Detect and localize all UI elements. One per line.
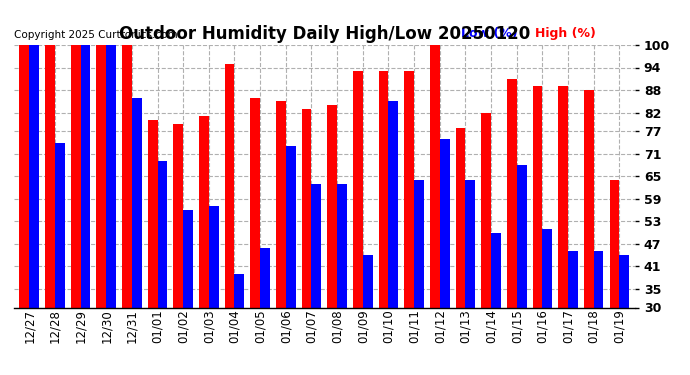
Bar	[363, 255, 373, 308]
Bar	[19, 45, 29, 308]
Bar	[209, 206, 219, 308]
Bar	[250, 98, 260, 308]
Bar	[183, 210, 193, 308]
Title: Outdoor Humidity Daily High/Low 20250120: Outdoor Humidity Daily High/Low 20250120	[119, 26, 530, 44]
Bar	[71, 45, 81, 308]
Bar	[517, 165, 526, 308]
Bar	[482, 112, 491, 308]
Bar	[455, 128, 466, 308]
Bar	[55, 142, 65, 308]
Bar	[199, 116, 209, 308]
Text: Copyright 2025 Curtronics.com: Copyright 2025 Curtronics.com	[14, 30, 177, 40]
Text: Low (%): Low (%)	[461, 27, 518, 40]
Bar	[276, 101, 286, 308]
Bar	[414, 180, 424, 308]
Bar	[148, 120, 157, 308]
Bar	[491, 232, 501, 308]
Bar	[466, 180, 475, 308]
Bar	[173, 124, 183, 308]
Bar	[430, 45, 440, 308]
Bar	[260, 248, 270, 308]
Bar	[286, 146, 295, 308]
Bar	[311, 184, 322, 308]
Bar	[440, 139, 449, 308]
Bar	[29, 45, 39, 308]
Bar	[568, 251, 578, 308]
Bar	[610, 180, 620, 308]
Bar	[225, 64, 235, 308]
Bar	[327, 105, 337, 308]
Bar	[507, 79, 517, 308]
Bar	[81, 45, 90, 308]
Bar	[132, 98, 141, 308]
Bar	[379, 71, 388, 308]
Bar	[404, 71, 414, 308]
Bar	[97, 45, 106, 308]
Bar	[620, 255, 629, 308]
Bar	[558, 86, 568, 308]
Bar	[584, 90, 593, 308]
Bar	[302, 109, 311, 308]
Bar	[533, 86, 542, 308]
Bar	[388, 101, 398, 308]
Bar	[106, 45, 116, 308]
Text: High (%): High (%)	[535, 27, 596, 40]
Bar	[337, 184, 347, 308]
Bar	[542, 229, 552, 308]
Bar	[593, 251, 604, 308]
Bar	[45, 45, 55, 308]
Bar	[122, 45, 132, 308]
Bar	[353, 71, 363, 308]
Bar	[235, 274, 244, 308]
Bar	[157, 161, 167, 308]
